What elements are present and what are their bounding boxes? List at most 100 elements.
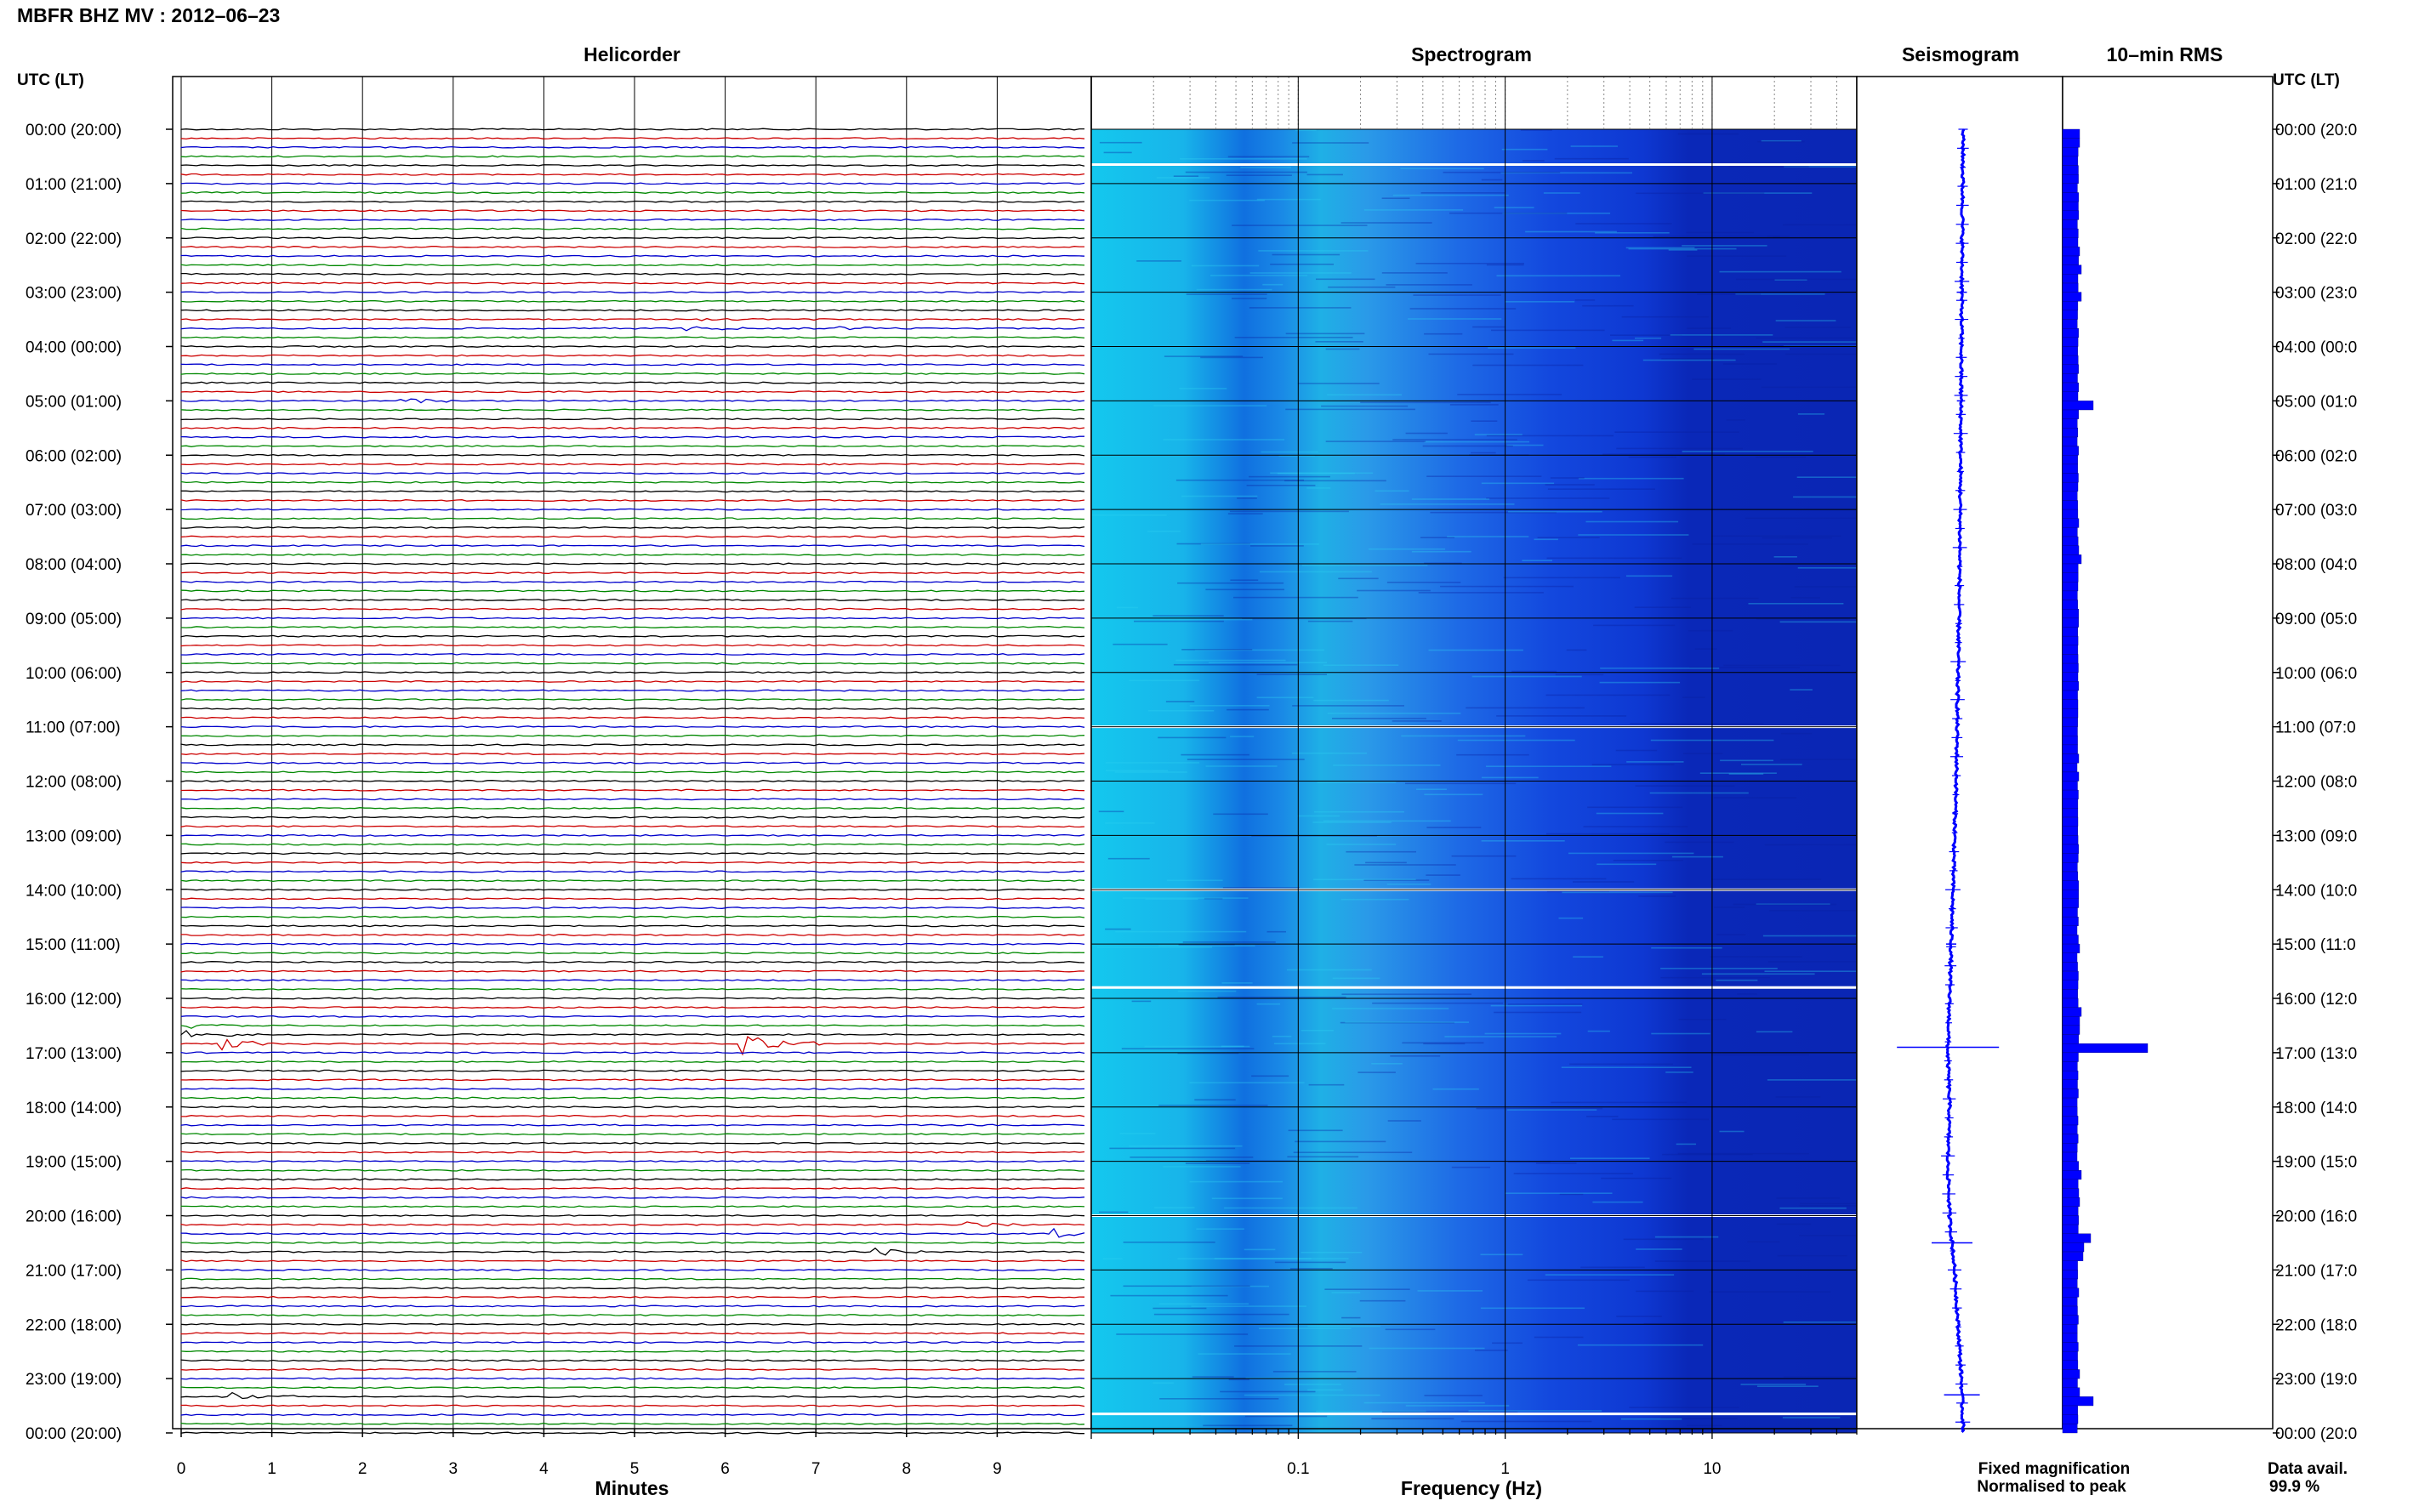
spectrogram-texture (1602, 453, 1725, 455)
helicorder-trace (180, 1178, 1085, 1181)
spectrogram-texture (1308, 1083, 1345, 1086)
spectrogram-texture (1270, 264, 1334, 265)
helicorder-trace (180, 236, 1085, 240)
helicorder-trace (180, 245, 1084, 248)
spectrogram-texture (1559, 1193, 1584, 1196)
helicorder-trace (180, 761, 1085, 765)
rms-bar (2062, 183, 2078, 193)
spectrogram-texture (1145, 898, 1198, 901)
spectrogram-texture (1665, 841, 1734, 844)
helicorder-tick-label: 6 (720, 1460, 730, 1478)
spectrogram-texture (1345, 1021, 1469, 1023)
spectrogram-texture (1266, 930, 1286, 933)
spectrogram-texture (1411, 550, 1471, 553)
spectrogram-texture (1196, 1228, 1244, 1230)
time-label-left: 14:00 (10:00) (26, 882, 122, 900)
rms-bar (2062, 1061, 2078, 1071)
rms-bar (2062, 1405, 2078, 1415)
helicorder-trace (180, 1078, 1085, 1082)
spectrogram-texture (1784, 327, 1851, 328)
spectrogram-texture (1232, 298, 1267, 299)
spectrogram-texture (1511, 670, 1557, 673)
spectrogram-texture (1534, 538, 1558, 541)
spectrogram-texture (1191, 264, 1260, 267)
spectrogram-texture (1629, 1407, 1739, 1408)
spectrogram-texture (1710, 956, 1802, 958)
helicorder-trace (180, 1377, 1085, 1380)
helicorder-trace (180, 1114, 1085, 1117)
rms-bar (2062, 1106, 2078, 1117)
spectrogram-texture (1601, 1177, 1672, 1179)
spectrogram-texture (1471, 420, 1498, 422)
spectrogram-texture (1179, 388, 1227, 389)
time-label-left: 00:00 (20:00) (26, 1425, 122, 1443)
time-label-right: 03:00 (23:0 (2275, 285, 2357, 303)
spectrogram-texture (1327, 713, 1461, 714)
spectrogram-texture (1385, 1328, 1436, 1331)
spectrogram-texture (1293, 1151, 1413, 1153)
helicorder-trace (180, 1123, 1085, 1127)
spectrogram-texture (1194, 649, 1324, 651)
rms-bar (2062, 156, 2079, 166)
rms-bar (2062, 292, 2082, 302)
spectrogram-texture (1297, 383, 1380, 384)
helicorder-trace (180, 915, 1085, 918)
helicorder-trace (180, 952, 1085, 955)
rms-bar (2062, 943, 2080, 953)
spectrogram-texture (1392, 439, 1517, 441)
helicorder-trace (180, 1431, 1084, 1435)
helicorder-trace (180, 463, 1085, 466)
spectrogram-texture (1660, 968, 1778, 969)
rms-bar (2062, 890, 2079, 900)
spectrogram-texture (1400, 168, 1484, 170)
spectrogram-texture (1411, 498, 1490, 500)
helicorder-trace (180, 1141, 1085, 1145)
helicorder-tick-label: 4 (539, 1460, 549, 1478)
spectrogram-texture (1660, 1418, 1738, 1419)
spectrogram-texture (1621, 315, 1709, 318)
rms-bar (2062, 736, 2078, 746)
helicorder-trace (180, 879, 1085, 883)
spectrogram-texture (1615, 749, 1658, 752)
spectrogram-texture (1496, 275, 1620, 277)
spectrogram-texture (1488, 347, 1576, 349)
spectrogram-texture (1670, 334, 1773, 336)
time-label-left: 04:00 (00:00) (26, 339, 122, 357)
spectrogram-texture (1764, 844, 1863, 846)
helicorder-trace (180, 979, 1085, 982)
helicorder-trace (180, 634, 1085, 638)
spectrogram-texture (1651, 1032, 1710, 1035)
spectrogram-texture (1420, 537, 1455, 538)
spectrogram-texture (1292, 142, 1369, 144)
rms-bar (2062, 916, 2079, 926)
spectrogram-texture (1381, 197, 1410, 199)
spectrogram-texture (1428, 353, 1514, 355)
spectrogram-texture (1210, 275, 1308, 276)
helicorder-trace (180, 1227, 1085, 1238)
helicorder-trace (180, 870, 1085, 873)
spectrogram-texture (1659, 353, 1745, 355)
spectrogram-texture (1381, 1411, 1518, 1413)
spectrogram-texture (1346, 850, 1416, 853)
spectrogram-texture (1671, 855, 1723, 858)
rms-bar (2062, 1260, 2078, 1270)
spectrogram-texture (1194, 1099, 1236, 1101)
spectrogram-texture (1312, 821, 1392, 823)
helicorder-trace (180, 825, 1085, 828)
spectrogram-texture (1175, 659, 1286, 662)
rms-bar (2062, 699, 2079, 709)
helicorder-trace (180, 806, 1085, 810)
helicorder-trace (180, 662, 1085, 665)
helicorder-trace (180, 907, 1085, 909)
spectrogram-texture (1612, 339, 1644, 342)
time-label-right: 05:00 (01:0 (2275, 393, 2357, 411)
spectrogram-texture (1508, 510, 1602, 513)
time-label-left: 21:00 (17:00) (26, 1262, 122, 1280)
spectrogram-texture (1368, 548, 1446, 550)
spectrogram-texture (1506, 444, 1544, 446)
rms-bar (2062, 853, 2079, 863)
rms-bar (2062, 1151, 2078, 1162)
rms-bar (2062, 1297, 2078, 1307)
spectrogram-texture (1136, 260, 1181, 262)
